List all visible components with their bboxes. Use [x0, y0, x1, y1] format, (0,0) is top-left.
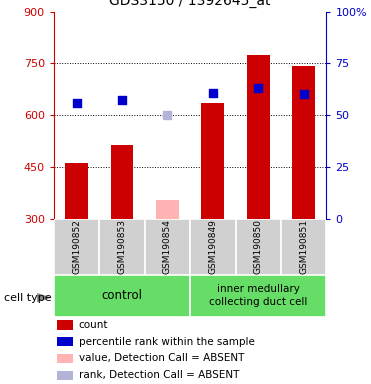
- Bar: [156, 200, 179, 219]
- Point: [164, 112, 170, 118]
- Point: [301, 91, 307, 98]
- Polygon shape: [37, 293, 52, 302]
- Text: inner medullary
collecting duct cell: inner medullary collecting duct cell: [209, 285, 308, 307]
- Bar: [281, 219, 326, 275]
- Title: GDS3150 / 1392645_at: GDS3150 / 1392645_at: [109, 0, 271, 8]
- Text: GSM190850: GSM190850: [254, 219, 263, 274]
- Bar: [57, 371, 73, 380]
- Text: percentile rank within the sample: percentile rank within the sample: [79, 337, 255, 347]
- Bar: [57, 337, 73, 346]
- Bar: [57, 354, 73, 363]
- Bar: [54, 275, 190, 317]
- Bar: [190, 275, 326, 317]
- Text: GSM190849: GSM190849: [209, 219, 217, 274]
- Bar: [236, 219, 281, 275]
- Bar: [190, 219, 236, 275]
- Text: count: count: [79, 320, 108, 330]
- Bar: [65, 163, 88, 219]
- Point: [255, 84, 261, 91]
- Bar: [247, 55, 270, 219]
- Text: GSM190851: GSM190851: [299, 219, 308, 274]
- Bar: [145, 219, 190, 275]
- Text: cell type: cell type: [4, 293, 51, 303]
- Bar: [57, 320, 73, 329]
- Text: GSM190853: GSM190853: [118, 219, 127, 274]
- Bar: [201, 103, 224, 219]
- Point: [210, 90, 216, 96]
- Bar: [54, 219, 99, 275]
- Text: rank, Detection Call = ABSENT: rank, Detection Call = ABSENT: [79, 370, 239, 380]
- Point: [119, 97, 125, 103]
- Bar: [99, 219, 145, 275]
- Text: value, Detection Call = ABSENT: value, Detection Call = ABSENT: [79, 353, 244, 364]
- Text: GSM190852: GSM190852: [72, 219, 81, 274]
- Text: control: control: [101, 289, 142, 302]
- Text: GSM190854: GSM190854: [163, 219, 172, 274]
- Bar: [111, 145, 133, 219]
- Point: [73, 100, 79, 106]
- Bar: [292, 66, 315, 219]
